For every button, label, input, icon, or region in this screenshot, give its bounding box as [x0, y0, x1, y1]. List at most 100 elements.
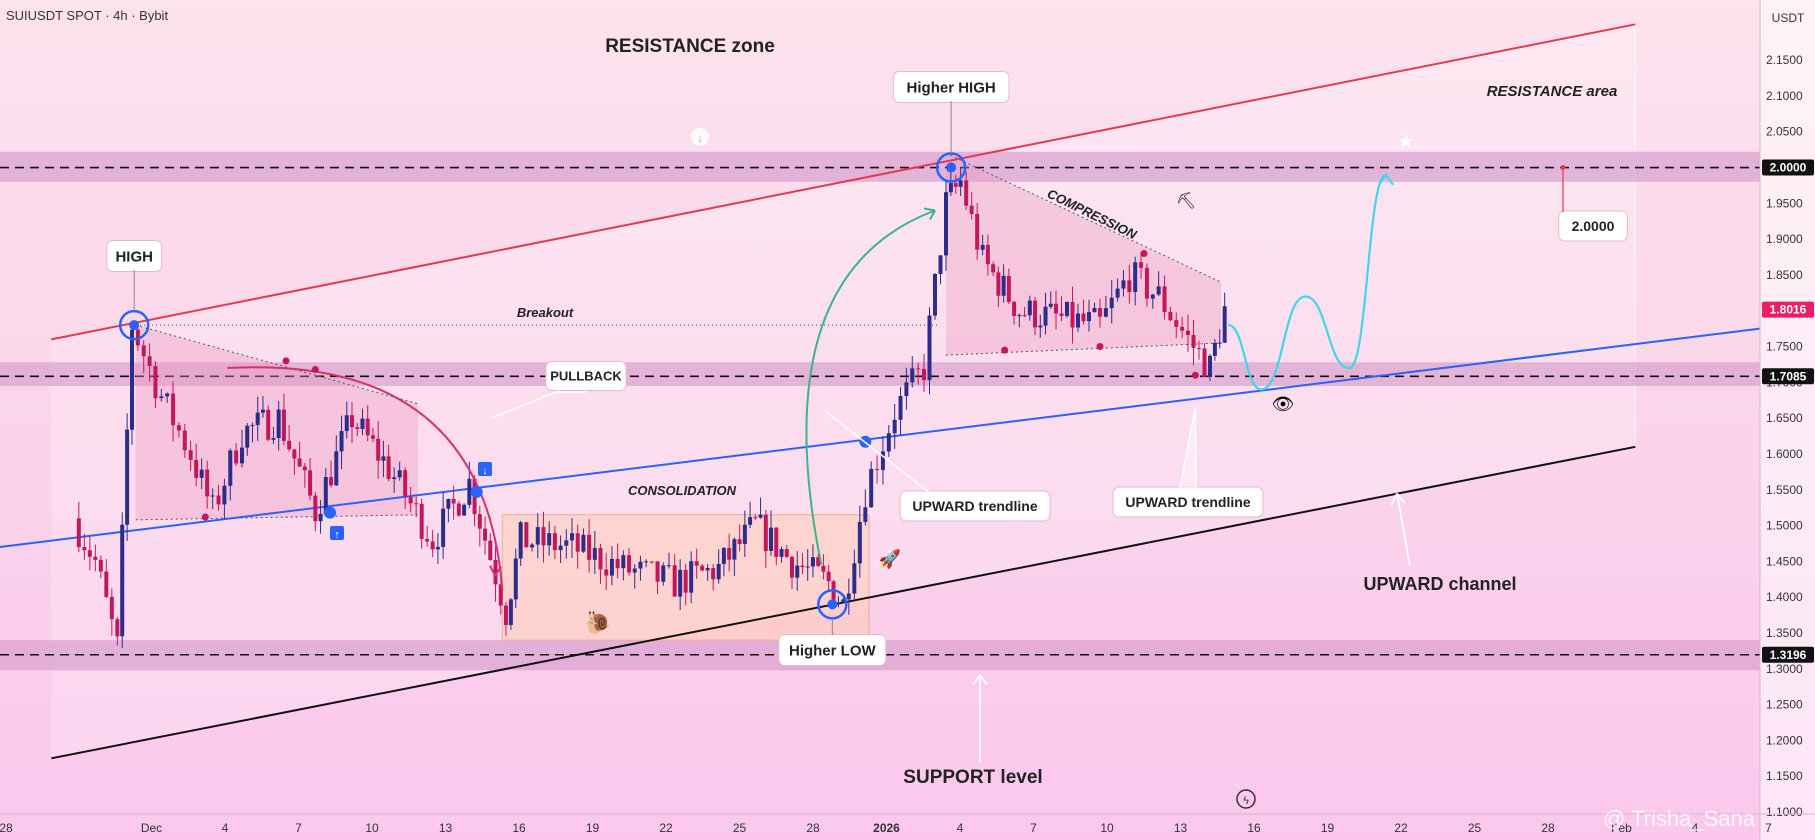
candle-body	[1174, 320, 1179, 327]
candle-body	[816, 557, 821, 566]
upward-trendline-pointer-1	[824, 410, 931, 494]
candle-body	[727, 547, 732, 560]
projection-path	[1227, 173, 1387, 391]
higher-high-label: Higher HIGH	[907, 79, 996, 96]
annotations-layer: RESISTANCE zone RESISTANCE area Higher HIG…	[106, 36, 1628, 809]
y-tick-label: 1.9500	[1766, 196, 1803, 210]
candle-body	[153, 365, 158, 399]
price-axis-bg	[1760, 0, 1815, 840]
target-dot	[1560, 165, 1566, 171]
lightning-glyph: ϟ	[1243, 795, 1249, 807]
candle-body	[1208, 355, 1212, 377]
candle-body	[403, 470, 408, 498]
x-tick-label: 19	[1321, 821, 1335, 835]
y-tick-label: 1.2000	[1766, 733, 1803, 747]
upward-trendline-label-2-box	[1112, 486, 1264, 518]
candle-body	[1048, 303, 1053, 307]
candle-body	[344, 415, 349, 432]
upward-trendline	[0, 327, 1761, 549]
candle-body	[1186, 330, 1190, 335]
resistance-area-label: RESISTANCE area	[1487, 83, 1618, 100]
candle-body	[76, 518, 81, 548]
candle-body	[365, 418, 370, 436]
zone-resistance	[0, 151, 1760, 182]
candle-body	[276, 409, 281, 439]
candle-body	[109, 596, 114, 620]
candle-body	[182, 430, 187, 451]
upward-trendline-label-1: UPWARD trendline	[912, 498, 1037, 514]
candle-body	[711, 568, 716, 580]
y-tick-label: 1.1000	[1766, 805, 1803, 819]
triangle-top-edge	[135, 324, 419, 405]
candle-body	[784, 549, 789, 557]
high-marker-dot	[129, 320, 140, 331]
candle-body	[910, 368, 915, 383]
candle-body	[115, 619, 120, 637]
candle-body	[1191, 334, 1196, 348]
candle-body	[705, 568, 710, 571]
candle-body	[953, 183, 958, 187]
candle-body	[964, 180, 969, 206]
price-tag-text: 1.7085	[1770, 369, 1807, 383]
price-tag-text: 1.8016	[1770, 303, 1807, 317]
candle-body	[758, 514, 763, 518]
candle-body	[245, 425, 250, 448]
pullback-arrow	[227, 366, 504, 591]
candle-body	[82, 547, 87, 551]
pullback-label: PULLBACK	[550, 369, 622, 384]
candle-body	[644, 561, 649, 563]
candle-body	[292, 449, 297, 459]
candle-body	[1222, 306, 1227, 343]
candle-body	[742, 524, 747, 544]
candle-body	[689, 561, 694, 593]
candle-body	[1001, 275, 1006, 296]
candle-body	[737, 539, 742, 544]
candle-body	[1197, 347, 1201, 349]
candle-body	[933, 273, 937, 316]
candle-body	[370, 435, 375, 439]
trendline-touch-dot	[324, 506, 336, 519]
candle-body	[408, 497, 413, 504]
candle-body	[985, 244, 990, 265]
candle-body	[604, 569, 609, 576]
x-tick-label: 25	[733, 821, 747, 835]
x-tick-label: Feb	[1611, 821, 1632, 835]
candle-body	[1139, 262, 1144, 268]
candle-body	[857, 521, 862, 564]
candle-body	[446, 498, 451, 509]
candle-body	[1054, 303, 1058, 314]
target-price-label: 2.0000	[1572, 218, 1615, 234]
candle-body	[504, 605, 508, 626]
candle-body	[93, 556, 98, 560]
candle-body	[355, 427, 360, 429]
candle-body	[1150, 294, 1155, 299]
target-price-label-box	[1558, 210, 1628, 242]
x-tick-label: 22	[659, 821, 673, 835]
candle-body	[1109, 297, 1114, 309]
candle-body	[425, 538, 430, 542]
candle-body	[104, 571, 109, 597]
resistance-zone-title: RESISTANCE zone	[605, 36, 775, 57]
candle-body	[1217, 342, 1222, 344]
y-tick-label: 1.9000	[1766, 232, 1803, 246]
candle-body	[171, 393, 176, 426]
candle-body	[1202, 348, 1207, 377]
pivot-dot	[1140, 249, 1148, 257]
candle-body	[205, 469, 210, 497]
y-tick-label: 1.6500	[1766, 411, 1803, 425]
candle-body	[419, 503, 424, 539]
candle-body	[435, 546, 440, 550]
x-tick-label: 28	[1541, 821, 1555, 835]
candle-body	[87, 550, 92, 557]
rocket-icon: 🚀	[879, 548, 901, 569]
candle-body	[392, 477, 397, 480]
candle-body	[632, 568, 637, 573]
candle-body	[339, 431, 344, 452]
candle-body	[1127, 280, 1132, 293]
currency-label: USDT	[1772, 11, 1805, 25]
candle-body	[228, 450, 233, 486]
candle-body	[790, 556, 794, 578]
support-level-arrow	[972, 674, 988, 762]
candle-body	[592, 548, 597, 560]
